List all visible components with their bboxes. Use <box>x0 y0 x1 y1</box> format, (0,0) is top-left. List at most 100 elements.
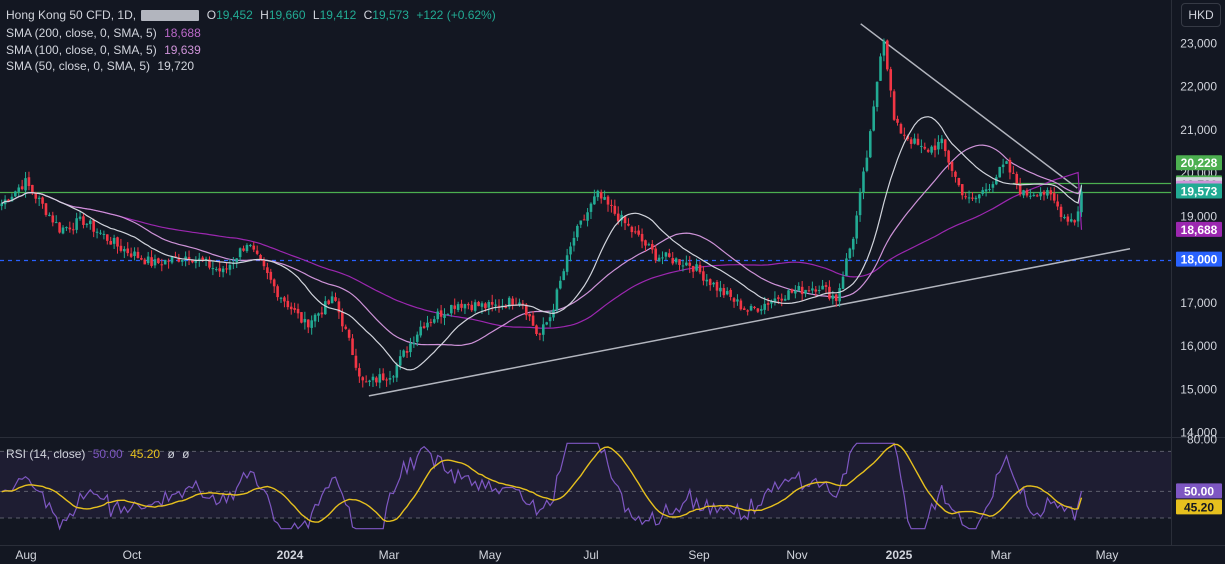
candle-body[interactable] <box>960 184 964 196</box>
candle-body[interactable] <box>756 308 760 312</box>
candle-body[interactable] <box>640 233 644 242</box>
candle-body[interactable] <box>559 280 562 289</box>
candle-body[interactable] <box>749 305 753 311</box>
candle-body[interactable] <box>412 342 416 345</box>
candle-body[interactable] <box>443 314 446 318</box>
candle-body[interactable] <box>865 157 869 171</box>
candle-body[interactable] <box>913 138 916 144</box>
candle-body[interactable] <box>719 287 722 292</box>
candle-body[interactable] <box>988 188 991 190</box>
candle-body[interactable] <box>82 216 85 225</box>
candle-body[interactable] <box>725 290 729 295</box>
time-tick-label[interactable]: May <box>1096 548 1119 562</box>
trendlines[interactable] <box>368 23 1131 397</box>
candle-body[interactable] <box>266 267 269 274</box>
candle-body[interactable] <box>44 203 48 215</box>
candle-body[interactable] <box>279 297 283 299</box>
candle-body[interactable] <box>599 192 603 199</box>
candle-body[interactable] <box>1046 190 1049 196</box>
candle-body[interactable] <box>58 222 61 233</box>
candle-body[interactable] <box>705 279 709 282</box>
candle-body[interactable] <box>341 312 344 327</box>
candle-body[interactable] <box>1001 164 1005 168</box>
candle-body[interactable] <box>306 319 310 328</box>
candle-body[interactable] <box>603 197 606 200</box>
candle-body[interactable] <box>484 303 487 309</box>
trendline-0[interactable] <box>368 248 1131 397</box>
candle-body[interactable] <box>1025 190 1029 196</box>
candle-body[interactable] <box>405 351 409 353</box>
candle-body[interactable] <box>211 268 215 270</box>
candle-body[interactable] <box>426 322 429 328</box>
candle-body[interactable] <box>759 309 763 311</box>
candle-body[interactable] <box>838 288 841 302</box>
candle-body[interactable] <box>947 150 950 163</box>
candle-body[interactable] <box>787 290 790 300</box>
candle-body[interactable] <box>586 212 589 221</box>
candle-body[interactable] <box>627 223 630 226</box>
candle-body[interactable] <box>129 253 133 257</box>
candle-body[interactable] <box>140 258 143 260</box>
candle-body[interactable] <box>347 329 351 338</box>
candle-body[interactable] <box>770 301 773 304</box>
candle-body[interactable] <box>460 303 463 308</box>
candle-body[interactable] <box>930 146 933 153</box>
candle-body[interactable] <box>964 196 967 198</box>
rsi-pane[interactable] <box>0 442 1171 531</box>
candle-body[interactable] <box>208 259 211 268</box>
candle-body[interactable] <box>851 238 855 250</box>
candle-body[interactable] <box>507 297 511 307</box>
price-label-tag[interactable]: 19,573 <box>1176 183 1222 199</box>
candle-body[interactable] <box>977 194 981 199</box>
candle-body[interactable] <box>538 333 542 335</box>
candle-body[interactable] <box>446 314 450 316</box>
candle-body[interactable] <box>95 231 99 233</box>
candle-body[interactable] <box>419 326 422 336</box>
candle-body[interactable] <box>862 171 865 193</box>
time-tick-label[interactable]: 2024 <box>277 548 304 562</box>
candle-body[interactable] <box>20 186 24 190</box>
candle-body[interactable] <box>971 197 974 199</box>
candle-body[interactable] <box>255 250 259 254</box>
candle-body[interactable] <box>647 244 651 246</box>
time-tick-label[interactable]: 2025 <box>886 548 913 562</box>
candle-body[interactable] <box>272 279 276 287</box>
candle-body[interactable] <box>807 290 811 292</box>
candle-body[interactable] <box>1039 192 1042 197</box>
price-axis[interactable]: 14,00015,00016,00017,00018,00019,00020,0… <box>1176 36 1222 515</box>
candle-body[interactable] <box>800 286 804 295</box>
candle-body[interactable] <box>106 234 109 241</box>
candle-body[interactable] <box>303 318 307 323</box>
candle-body[interactable] <box>521 303 525 305</box>
candle-body[interactable] <box>157 258 160 264</box>
candle-body[interactable] <box>61 227 65 234</box>
candle-body[interactable] <box>920 145 923 147</box>
candle-body[interactable] <box>262 259 266 267</box>
candle-body[interactable] <box>831 295 835 299</box>
candle-body[interactable] <box>695 264 698 271</box>
candle-body[interactable] <box>569 246 572 255</box>
time-tick-label[interactable]: Jul <box>583 548 598 562</box>
candle-body[interactable] <box>143 259 147 265</box>
candle-body[interactable] <box>906 136 910 140</box>
candle-body[interactable] <box>71 229 75 231</box>
candle-body[interactable] <box>467 304 470 306</box>
candle-body[interactable] <box>593 196 596 205</box>
candle-body[interactable] <box>555 289 559 311</box>
candle-body[interactable] <box>794 290 797 294</box>
candle-body[interactable] <box>630 226 634 233</box>
candle-body[interactable] <box>855 215 858 239</box>
candle-body[interactable] <box>729 289 732 297</box>
candle-body[interactable] <box>954 171 957 177</box>
candle-body[interactable] <box>1063 216 1066 219</box>
candle-body[interactable] <box>112 237 116 244</box>
candle-body[interactable] <box>1029 195 1032 197</box>
time-tick-label[interactable]: Nov <box>786 548 807 562</box>
candle-body[interactable] <box>395 365 399 378</box>
candle-body[interactable] <box>490 302 494 305</box>
time-axis[interactable]: Aug Oct 2024 Mar May Jul Sep Nov 2025 Mar May <box>15 548 1118 562</box>
candle-body[interactable] <box>1012 172 1015 174</box>
candle-body[interactable] <box>116 237 119 247</box>
candle-body[interactable] <box>494 304 497 306</box>
candle-body[interactable] <box>37 197 41 200</box>
